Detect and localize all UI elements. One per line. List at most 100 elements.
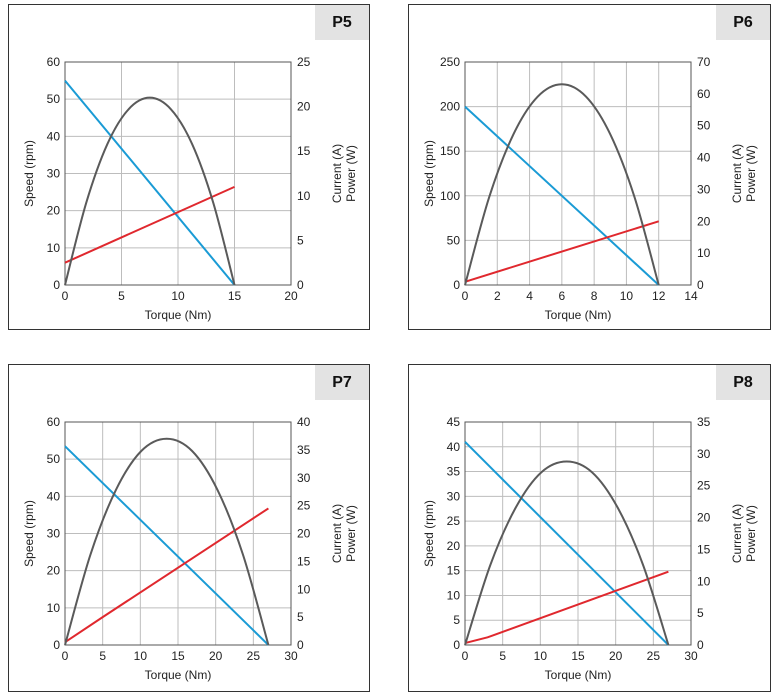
x-tick-label: 10 <box>134 649 148 663</box>
x-tick-label: 8 <box>591 289 598 303</box>
y-tick-label: 0 <box>453 278 460 292</box>
y-tick-label: 40 <box>47 129 61 143</box>
y-axis-label: Speed (rpm) <box>22 500 36 567</box>
y2-tick-label: 10 <box>297 582 311 596</box>
series-line-power <box>64 96 236 286</box>
x-tick-label: 30 <box>684 649 698 663</box>
y-tick-label: 25 <box>447 514 461 528</box>
y2-tick-label: 30 <box>297 471 311 485</box>
y2-tick-label: 25 <box>697 479 711 493</box>
x-tick-label: 6 <box>559 289 566 303</box>
y-tick-label: 10 <box>47 601 61 615</box>
y2-tick-label: 60 <box>697 87 711 101</box>
y-tick-label: 10 <box>447 588 461 602</box>
x-tick-label: 5 <box>118 289 125 303</box>
panel-badge: P5 <box>315 5 369 40</box>
y-tick-label: 20 <box>47 204 61 218</box>
y-tick-label: 60 <box>47 415 61 429</box>
series-line-power <box>464 83 660 286</box>
x-tick-label: 10 <box>171 289 185 303</box>
y2-tick-label: 70 <box>697 55 711 69</box>
y2-tick-label: 5 <box>697 606 704 620</box>
y-tick-label: 50 <box>47 452 61 466</box>
y2-tick-label: 20 <box>297 527 311 541</box>
series-line-current <box>64 185 235 264</box>
x-axis-label: Torque (Nm) <box>145 668 212 682</box>
y-tick-label: 250 <box>440 55 460 69</box>
chart-panel-p7: 0 5 10 15 20 25 30 0 10 20 30 40 50 60 0 5 10 15 20 25 30 35 4… <box>8 364 370 692</box>
motor-chart-p7: 0 5 10 15 20 25 300102030405060051015202530354… <box>22 415 358 682</box>
x-axis-label: Torque (Nm) <box>145 308 212 322</box>
x-tick-label: 30 <box>284 649 298 663</box>
x-tick-label: 10 <box>534 649 548 663</box>
y-tick-label: 20 <box>47 564 61 578</box>
panel-badge: P6 <box>716 5 770 40</box>
y-tick-label: 40 <box>47 489 61 503</box>
y-tick-label: 30 <box>47 527 61 541</box>
y2-tick-label: 15 <box>697 542 711 556</box>
x-tick-label: 10 <box>620 289 634 303</box>
y2-tick-label: 0 <box>697 278 704 292</box>
y-tick-label: 200 <box>440 100 460 114</box>
y-tick-label: 50 <box>47 92 61 106</box>
x-axis-label: Torque (Nm) <box>545 668 612 682</box>
plot-frame <box>464 421 692 646</box>
series-line-speed <box>464 105 660 286</box>
y2-axis-label: Power (W) <box>744 505 758 562</box>
y2-axis-label: Power (W) <box>344 505 358 562</box>
x-tick-label: 2 <box>494 289 501 303</box>
y2-tick-label: 20 <box>297 100 311 114</box>
y2-tick-label: 40 <box>697 151 711 165</box>
y-tick-label: 45 <box>447 415 461 429</box>
x-tick-label: 14 <box>684 289 698 303</box>
x-tick-label: 5 <box>99 649 106 663</box>
y-tick-label: 0 <box>453 638 460 652</box>
x-tick-label: 20 <box>284 289 298 303</box>
x-tick-label: 15 <box>228 289 242 303</box>
y2-tick-label: 50 <box>697 119 711 133</box>
y-tick-label: 35 <box>447 465 461 479</box>
y2-tick-label: 10 <box>697 574 711 588</box>
y2-tick-label: 0 <box>297 638 304 652</box>
y2-tick-label: 20 <box>697 511 711 525</box>
y2-tick-label: 40 <box>297 415 311 429</box>
x-tick-label: 0 <box>62 649 69 663</box>
y2-tick-label: 5 <box>297 233 304 247</box>
x-tick-label: 15 <box>171 649 185 663</box>
y-axis-label: Speed (rpm) <box>422 500 436 567</box>
y-tick-label: 50 <box>447 233 461 247</box>
y2-axis-label: Power (W) <box>344 145 358 202</box>
y2-axis-label: Power (W) <box>744 145 758 202</box>
series-line-speed <box>64 445 270 646</box>
plot-frame <box>64 61 292 286</box>
y2-tick-label: 15 <box>297 554 311 568</box>
panel-badge: P7 <box>315 365 369 400</box>
y-tick-label: 10 <box>47 241 61 255</box>
y2-axis-label: Current (A) <box>730 504 744 563</box>
plot-frame <box>464 61 692 286</box>
x-tick-label: 25 <box>647 649 661 663</box>
series-line-current <box>464 570 669 645</box>
x-tick-label: 4 <box>526 289 533 303</box>
series-line-current <box>464 220 660 283</box>
y2-tick-label: 25 <box>297 55 311 69</box>
y2-axis-label: Current (A) <box>730 144 744 203</box>
x-tick-label: 25 <box>247 649 261 663</box>
x-tick-label: 0 <box>462 289 469 303</box>
y-tick-label: 0 <box>53 638 60 652</box>
y2-tick-label: 20 <box>697 214 711 228</box>
y2-tick-label: 35 <box>297 443 311 457</box>
plot-frame <box>64 421 292 646</box>
y2-tick-label: 30 <box>697 182 711 196</box>
y2-axis-label: Current (A) <box>330 504 344 563</box>
y-axis-label: Speed (rpm) <box>22 140 36 207</box>
x-tick-label: 15 <box>571 649 585 663</box>
y-tick-label: 100 <box>440 189 460 203</box>
y-tick-label: 20 <box>447 539 461 553</box>
y2-tick-label: 10 <box>297 189 311 203</box>
x-tick-label: 0 <box>62 289 69 303</box>
x-tick-label: 12 <box>652 289 666 303</box>
panel-badge: P8 <box>716 365 770 400</box>
x-tick-label: 20 <box>209 649 223 663</box>
